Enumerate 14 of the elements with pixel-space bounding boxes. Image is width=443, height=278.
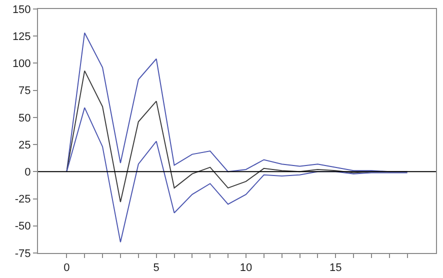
y-tick-label: -25 (14, 194, 31, 206)
y-tick-label: -50 (14, 220, 31, 233)
y-tick-label: 25 (18, 139, 31, 152)
y-tick-label: -75 (14, 248, 31, 260)
y-tick-label: 75 (18, 85, 31, 98)
x-tick-label: 15 (329, 262, 342, 274)
y-tick-label: 125 (12, 30, 31, 43)
x-tick-label: 5 (153, 262, 160, 274)
y-tick-label: 150 (12, 4, 31, 16)
y-tick-label: 0 (24, 166, 31, 179)
x-tick-label: 0 (64, 262, 70, 274)
x-tick-label: 10 (240, 262, 252, 274)
y-tick-label: 50 (18, 112, 31, 124)
y-tick-label: 100 (12, 58, 31, 70)
